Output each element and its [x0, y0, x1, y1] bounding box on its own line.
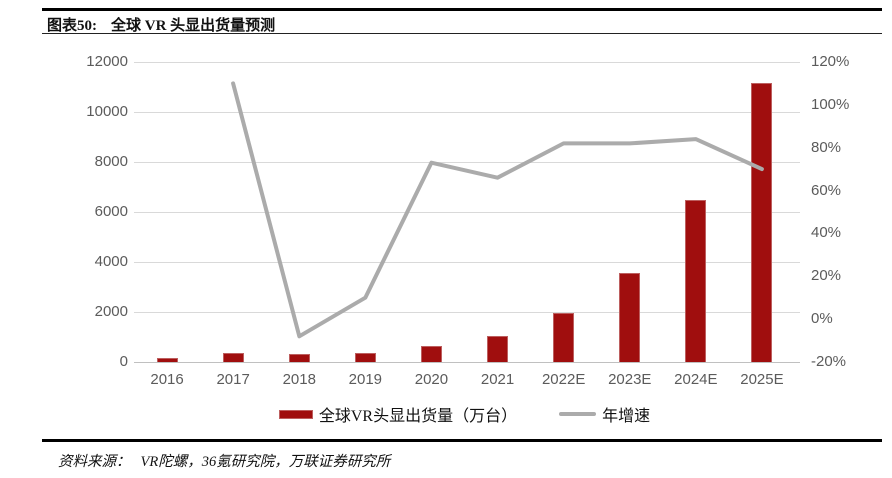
bar-series-swatch: [278, 409, 313, 419]
left-axis-tick: 8000: [94, 153, 128, 170]
bar-2020: [420, 346, 442, 362]
x-axis-tick: 2025E: [740, 371, 784, 388]
x-axis-tick: 2018: [282, 371, 316, 388]
left-axis-tick: 12000: [86, 53, 128, 70]
legend-item-shipments: 全球VR头显出货量（万台）: [278, 402, 518, 426]
right-axis-tick: -20%: [811, 353, 847, 370]
right-axis-tick: 100%: [811, 95, 850, 113]
bar-2021: [487, 335, 509, 362]
right-axis-tick: 0%: [811, 310, 833, 328]
x-axis-tick: 2023E: [608, 371, 652, 388]
source-list: VR陀螺，36氪研究院，万联证券研究所: [140, 454, 391, 470]
source-note: 资料来源： VR陀螺，36氪研究院，万联证券研究所: [58, 450, 858, 471]
legend-label-growth: 年增速: [602, 408, 651, 425]
bar-2018: [288, 353, 310, 362]
line-series-swatch: [559, 412, 597, 416]
legend-label-shipments: 全球VR头显出货量（万台）: [318, 408, 518, 425]
right-axis-tick: 80%: [811, 138, 842, 156]
source-label: 资料来源：: [58, 454, 131, 470]
right-axis-tick: 120%: [811, 53, 850, 70]
x-axis-tick: 2021: [480, 371, 515, 388]
right-axis-tick: 20%: [811, 267, 842, 285]
legend-item-growth: 年增速: [559, 402, 650, 426]
bar-2022E: [553, 313, 575, 362]
top-rule: [42, 8, 882, 11]
bar-2019: [354, 352, 376, 362]
gridline: [134, 362, 800, 363]
x-axis-tick: 2024E: [674, 371, 718, 388]
chart-legend: 全球VR头显出货量（万台） 年增速: [134, 401, 795, 427]
bar-2017: [222, 352, 244, 362]
bar-2016: [156, 358, 178, 362]
left-axis-tick: 2000: [94, 303, 128, 320]
right-axis-tick: 60%: [811, 181, 842, 199]
x-axis-tick: 2016: [150, 371, 184, 388]
footer-rule: [42, 439, 882, 442]
gridline: [134, 62, 800, 63]
figure-title-row: 图表50: 全球 VR 头显出货量预测: [47, 14, 867, 34]
left-axis-tick: 10000: [86, 103, 128, 120]
left-axis-tick: 0: [119, 353, 128, 370]
bar-2024E: [685, 199, 707, 362]
growth-line-path: [231, 81, 764, 339]
bar-2023E: [619, 272, 641, 362]
x-axis-tick: 2020: [414, 371, 449, 388]
bar-2025E: [751, 83, 773, 362]
figure-number-label: 图表50:: [47, 18, 97, 34]
gridline: [134, 162, 800, 163]
page-title: 全球 VR 头显出货量预测: [111, 18, 276, 34]
x-axis-tick: 2019: [348, 371, 383, 388]
gridline: [134, 112, 800, 113]
left-axis-tick: 6000: [94, 203, 128, 220]
right-axis-tick: 40%: [811, 224, 842, 242]
x-axis-tick: 2017: [216, 371, 250, 388]
title-divider-rule: [42, 33, 882, 34]
left-axis-tick: 4000: [94, 253, 128, 270]
x-axis-tick: 2022E: [541, 371, 586, 388]
